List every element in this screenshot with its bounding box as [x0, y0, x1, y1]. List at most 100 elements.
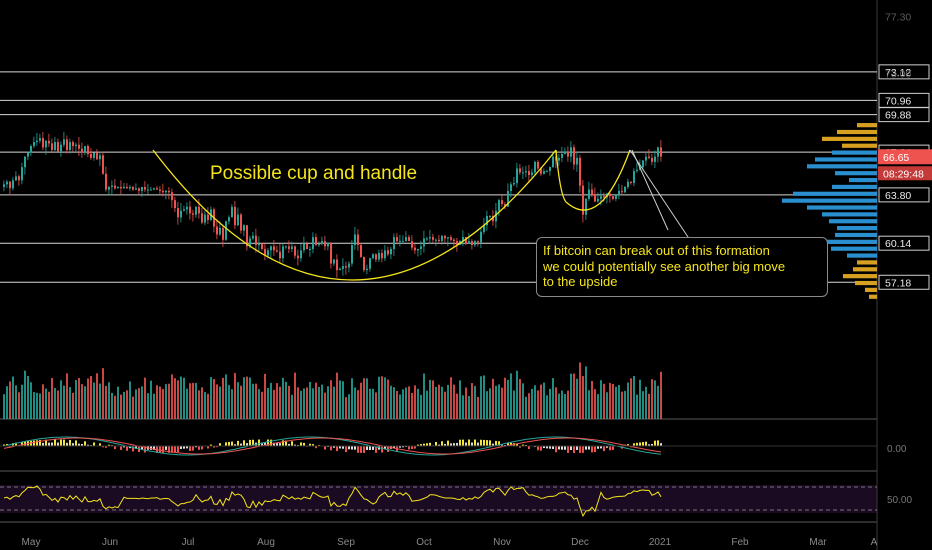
candle-body — [33, 142, 35, 147]
volume-bar — [462, 395, 464, 419]
histogram-bar — [507, 442, 509, 447]
volume-bar — [444, 391, 446, 419]
volume-bar — [285, 381, 287, 419]
volume-bar — [567, 390, 569, 419]
volume-bar — [183, 377, 185, 419]
candle-body — [291, 246, 293, 249]
histogram-bar — [648, 444, 650, 447]
candle-body — [252, 235, 254, 239]
candle-body — [513, 183, 515, 185]
histogram-bar — [153, 446, 155, 450]
candle-body — [585, 198, 587, 215]
annotation-callout[interactable]: If bitcoin can break out of this formati… — [536, 237, 828, 297]
volume-bar — [3, 394, 5, 419]
histogram-bar — [99, 443, 101, 447]
volume-profile-row — [793, 191, 877, 196]
histogram-bar — [213, 446, 215, 448]
candle-body — [174, 200, 176, 209]
volume-bar — [417, 388, 419, 419]
candle-body — [306, 243, 308, 249]
candle-body — [333, 259, 335, 264]
volume-bar — [54, 387, 56, 419]
annotation-line-3: to the upside — [543, 274, 618, 289]
volume-bar — [45, 388, 47, 419]
candle-body — [516, 168, 518, 183]
histogram-bar — [381, 446, 383, 453]
volume-bar — [372, 388, 374, 419]
volume-bar — [618, 385, 620, 419]
histogram-bar — [228, 441, 230, 447]
candle-body — [156, 188, 158, 190]
level-tag — [878, 187, 930, 203]
volume-bar — [27, 376, 29, 419]
histogram-bar — [576, 446, 578, 450]
volume-bar — [627, 382, 629, 419]
x-tick-label: Dec — [571, 537, 589, 548]
volume-bar — [651, 379, 653, 419]
histogram-bar — [543, 446, 545, 449]
histogram-bar — [420, 444, 422, 447]
candle-body — [399, 241, 401, 243]
volume-bar — [498, 384, 500, 419]
candle-body — [12, 180, 14, 189]
histogram-bar — [69, 439, 71, 447]
volume-profile-row — [865, 287, 877, 292]
volume-profile-row — [842, 143, 877, 148]
candle-body — [528, 171, 530, 176]
volume-profile-row — [822, 212, 877, 217]
candle-body — [90, 153, 92, 158]
histogram-bar — [552, 446, 554, 450]
candle-body — [39, 138, 41, 141]
volume-profile-row — [855, 280, 877, 286]
volume-bar — [609, 382, 611, 419]
volume-bar — [303, 388, 305, 419]
histogram-bar — [606, 446, 608, 448]
annotation-line-1: If bitcoin can break out of this formati… — [543, 243, 770, 258]
volume-profile-row — [847, 253, 877, 258]
candle-body — [426, 238, 428, 240]
candle-body — [489, 216, 491, 217]
volume-bar — [630, 378, 632, 419]
volume-bar — [564, 394, 566, 419]
histogram-bar — [603, 446, 605, 452]
volume-bar — [603, 383, 605, 419]
candle-body — [288, 246, 290, 249]
histogram-bar — [243, 440, 245, 447]
candle-body — [168, 190, 170, 193]
rsi-band — [0, 485, 877, 513]
volume-bar — [6, 386, 8, 419]
x-tick-label: A — [871, 537, 878, 548]
histogram-bar — [285, 440, 287, 447]
histogram-bar — [594, 446, 596, 453]
histogram-bar — [225, 442, 227, 447]
volume-bar — [246, 376, 248, 419]
candle-body — [282, 246, 284, 259]
candle-body — [393, 237, 395, 249]
candle-body — [633, 171, 635, 183]
histogram-bar — [612, 446, 614, 450]
volume-bar — [321, 384, 323, 419]
candle-body — [96, 152, 98, 160]
histogram-bar — [444, 443, 446, 447]
candle-body — [177, 208, 179, 218]
histogram-bar — [177, 446, 179, 453]
volume-profile-row — [832, 184, 877, 190]
candle-body — [477, 241, 479, 243]
volume-bar — [174, 378, 176, 419]
volume-bar — [276, 383, 278, 419]
volume-bar — [597, 394, 599, 419]
histogram-bar — [198, 446, 200, 450]
histogram-bar — [165, 446, 167, 450]
histogram-bar — [279, 443, 281, 447]
level-tag-label: 70.96 — [885, 95, 911, 107]
candle-body — [378, 252, 380, 260]
volume-bar — [471, 383, 473, 419]
volume-bar — [525, 396, 527, 419]
candle-body — [600, 196, 602, 199]
histogram-bar — [564, 446, 566, 450]
volume-bar — [585, 366, 587, 419]
current-price-badge — [878, 149, 932, 165]
volume-bar — [411, 392, 413, 419]
candle-body — [84, 146, 86, 153]
